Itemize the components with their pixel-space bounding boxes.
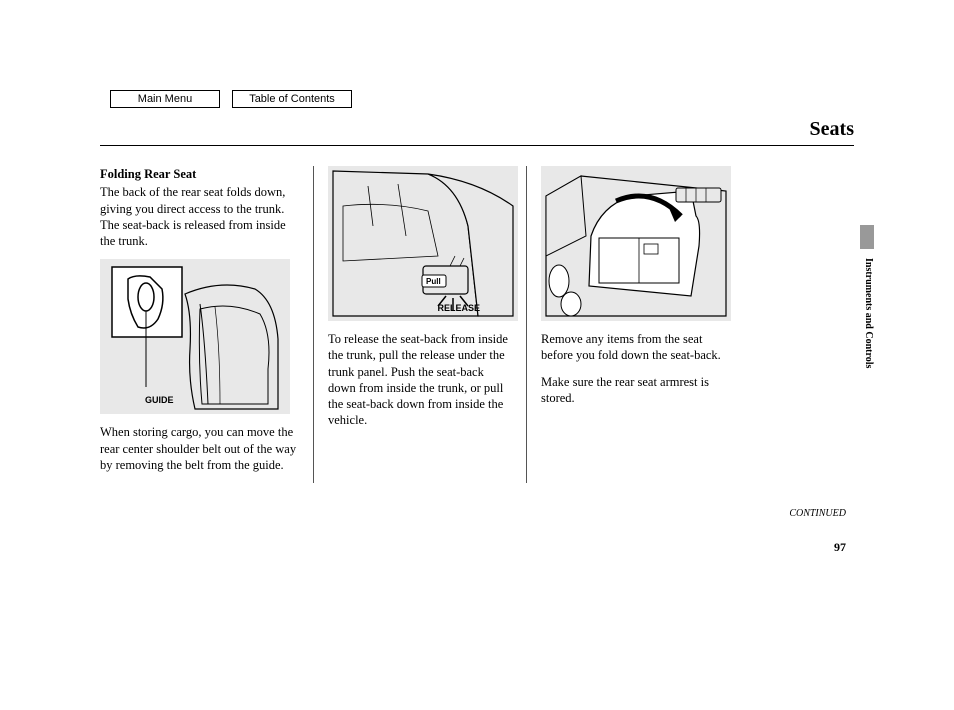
seat-fold-illustration — [541, 166, 731, 321]
column-2: Pull RELEASE To release the seat-back fr… — [313, 166, 526, 483]
figure-fold-down — [541, 166, 731, 321]
nav-button-row: Main Menu Table of Contents — [110, 90, 854, 108]
paragraph: Make sure the rear seat armrest is store… — [541, 374, 727, 407]
continued-label: CONTINUED — [789, 508, 846, 519]
section-tab — [860, 225, 874, 249]
column-3: Remove any items from the seat before yo… — [526, 166, 739, 483]
figure-release: Pull RELEASE — [328, 166, 518, 321]
figure-label-pull: Pull — [426, 277, 441, 287]
page-title: Seats — [810, 118, 854, 141]
trunk-release-illustration — [328, 166, 518, 321]
column-1: Folding Rear Seat The back of the rear s… — [100, 166, 313, 483]
paragraph: Remove any items from the seat before yo… — [541, 331, 727, 364]
toc-button[interactable]: Table of Contents — [232, 90, 352, 108]
manual-page: Main Menu Table of Contents Seats Foldin… — [100, 90, 854, 483]
figure-label-guide: GUIDE — [145, 395, 174, 407]
main-menu-button[interactable]: Main Menu — [110, 90, 220, 108]
seat-guide-illustration — [100, 259, 290, 414]
section-label: Instruments and Controls — [863, 258, 874, 368]
paragraph: The back of the rear seat folds down, gi… — [100, 184, 301, 249]
section-heading: Folding Rear Seat — [100, 166, 301, 182]
title-row: Seats — [100, 118, 854, 146]
figure-label-release: RELEASE — [437, 303, 480, 315]
figure-guide: GUIDE — [100, 259, 290, 414]
paragraph: When storing cargo, you can move the rea… — [100, 424, 301, 473]
page-number: 97 — [834, 540, 846, 555]
paragraph: To release the seat-back from inside the… — [328, 331, 514, 429]
content-columns: Folding Rear Seat The back of the rear s… — [100, 166, 854, 483]
